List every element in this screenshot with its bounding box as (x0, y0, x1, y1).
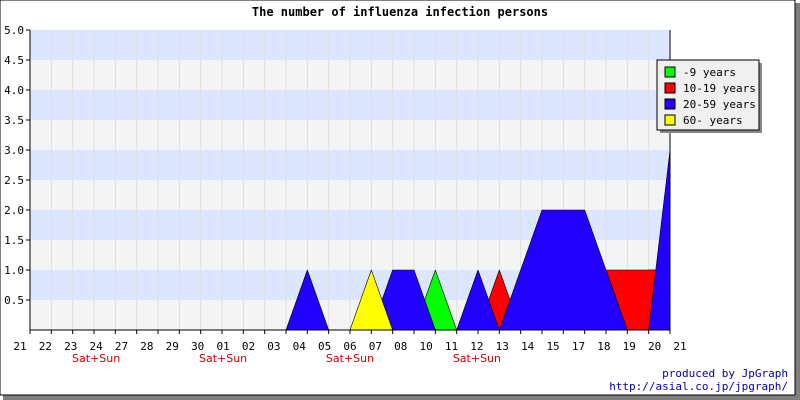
legend-swatch-4 (664, 114, 676, 126)
y-tick-label: 2.0 (4, 204, 24, 217)
x-tick-label: 29 (166, 340, 179, 353)
x-tick-label: 05 (318, 340, 331, 353)
x-tick-label: 08 (394, 340, 407, 353)
credit-line-2: http://asial.co.jp/jpgraph/ (609, 380, 788, 393)
x-tick-label: 01 (216, 340, 229, 353)
x-tick-label: 04 (293, 340, 307, 353)
legend-label-4: 60- years (683, 114, 743, 127)
y-tick-label: 3.0 (4, 144, 24, 157)
x-tick-label: 14 (521, 340, 535, 353)
y-tick-label: 4.0 (4, 84, 24, 97)
x-tick-label: 18 (597, 340, 610, 353)
x-tick-label: 23 (64, 340, 77, 353)
x-tick-label: 20 (648, 340, 661, 353)
x-tick-label: 12 (470, 340, 483, 353)
legend: -9 years 10-19 years 20-59 years 60- years (656, 59, 762, 133)
x-tick-label: 24 (90, 340, 104, 353)
y-tick-label: 3.5 (4, 114, 24, 127)
y-tick-label: 1.0 (4, 264, 24, 277)
legend-swatch-3 (664, 98, 676, 110)
chart-title: The number of influenza infection person… (252, 5, 548, 19)
legend-swatch-2 (664, 82, 676, 94)
credit-line-1: produced by JpGraph (662, 367, 788, 380)
weekend-label: Sat+Sun (326, 352, 374, 365)
legend-label-3: 20-59 years (683, 98, 756, 111)
legend-swatch-1 (664, 66, 676, 78)
x-tick-label: 13 (496, 340, 509, 353)
x-tick-label: 11 (445, 340, 458, 353)
x-tick-label: 07 (369, 340, 382, 353)
x-tick-label: 28 (140, 340, 153, 353)
x-tick-label: 27 (115, 340, 128, 353)
x-tick-label: 10 (420, 340, 433, 353)
x-tick-label: 21 (673, 340, 686, 353)
y-tick-label: 0.5 (4, 294, 24, 307)
x-tick-label: 22 (39, 340, 52, 353)
x-tick-label: 30 (191, 340, 204, 353)
y-tick-label: 5.0 (4, 24, 24, 37)
x-tick-label: 02 (242, 340, 255, 353)
weekend-label: Sat+Sun (72, 352, 120, 365)
legend-label-2: 10-19 years (683, 82, 756, 95)
x-tick-label: 21 (13, 340, 26, 353)
legend-label-1: -9 years (683, 66, 736, 79)
y-tick-label: 4.5 (4, 54, 24, 67)
y-tick-label: 2.5 (4, 174, 24, 187)
weekend-label: Sat+Sun (199, 352, 247, 365)
x-tick-label: 15 (546, 340, 559, 353)
x-tick-label: 17 (572, 340, 585, 353)
x-tick-label: 19 (623, 340, 636, 353)
weekend-label: Sat+Sun (453, 352, 501, 365)
y-tick-label: 1.5 (4, 234, 24, 247)
x-tick-label: 03 (267, 340, 280, 353)
x-tick-label: 06 (343, 340, 356, 353)
plot-area: 0.5 1.0 1.5 2.0 2.5 3.0 3.5 4.0 4.5 5.0 21 22 23 24 27… (4, 24, 687, 365)
